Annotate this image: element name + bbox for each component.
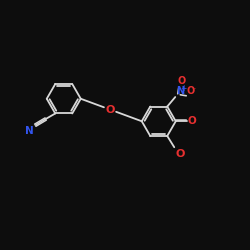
Text: O: O	[188, 116, 196, 126]
Text: +: +	[180, 84, 187, 93]
Text: N: N	[176, 86, 184, 96]
Text: O: O	[177, 76, 186, 86]
Text: N: N	[26, 126, 34, 136]
Text: O: O	[187, 86, 195, 96]
Text: ⁻: ⁻	[192, 85, 196, 94]
Text: O: O	[105, 104, 115, 115]
Text: O: O	[176, 149, 185, 159]
